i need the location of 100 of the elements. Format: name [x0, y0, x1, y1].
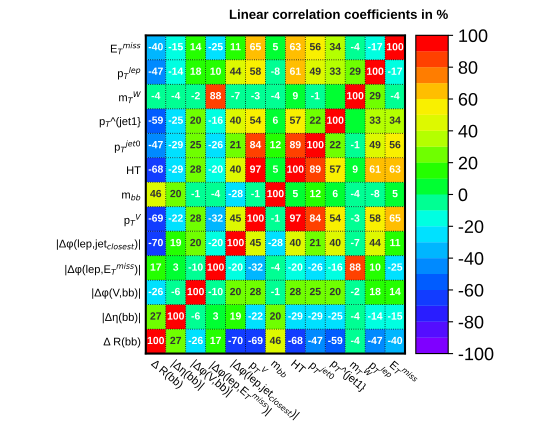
data-label: -4 [350, 336, 360, 344]
data-label: -59 [148, 116, 163, 124]
data-label: -25 [168, 116, 183, 124]
data-label: -22 [168, 214, 183, 222]
data-label: 22 [310, 116, 321, 124]
data-label: 57 [290, 116, 301, 124]
x-tick-label: m$_{bb}$ [270, 360, 289, 378]
data-label: 88 [210, 92, 222, 100]
data-label: 97 [250, 165, 261, 173]
data-label: 61 [290, 68, 301, 75]
data-label: 18 [370, 288, 381, 296]
data-label: 28 [250, 288, 261, 296]
data-label: -4 [211, 190, 220, 198]
data-label: -16 [208, 116, 223, 124]
data-label: -4 [350, 190, 360, 198]
data-label: 28 [190, 214, 202, 222]
color-bar-label: -20 [458, 220, 484, 234]
data-label: 100 [267, 190, 284, 198]
data-label: 9 [352, 165, 358, 173]
data-label: -1 [350, 141, 360, 148]
data-label: 97 [290, 214, 301, 222]
data-label: -1 [251, 190, 260, 198]
data-label: -20 [208, 238, 223, 246]
data-label: 29 [350, 68, 361, 75]
data-label: -69 [148, 214, 163, 222]
data-label: 65 [390, 214, 401, 222]
data-label: 10 [370, 263, 380, 271]
data-label: 21 [310, 238, 321, 246]
data-label: -25 [208, 43, 223, 50]
data-label: -26 [208, 140, 223, 148]
data-label: 100 [367, 68, 384, 75]
data-label: 33 [330, 68, 341, 75]
data-label: 100 [307, 140, 324, 148]
data-label: -26 [188, 336, 203, 344]
data-label: 45 [230, 214, 242, 222]
data-label: 20 [230, 288, 241, 296]
data-label: -28 [268, 238, 283, 246]
data-label: 10 [210, 68, 221, 75]
data-label: 18 [190, 68, 202, 75]
data-label: 11 [390, 238, 400, 246]
data-label: -68 [148, 165, 163, 173]
data-label: -32 [248, 263, 263, 271]
data-label: 58 [250, 68, 261, 75]
data-label: 6 [332, 190, 338, 198]
data-label: -4 [271, 92, 280, 100]
data-label: -17 [368, 43, 382, 50]
data-label: -40 [388, 336, 402, 344]
data-label: 20 [330, 288, 341, 296]
data-label: 3 [212, 312, 218, 320]
data-label: 20 [190, 238, 202, 246]
data-label: -59 [328, 336, 342, 344]
data-label: 27 [150, 312, 162, 320]
data-label: 19 [170, 238, 182, 246]
data-label: 40 [330, 238, 341, 246]
data-label: -2 [350, 288, 360, 296]
data-label: 56 [390, 140, 400, 148]
data-label: 20 [190, 116, 202, 124]
data-label: 65 [250, 43, 261, 50]
data-label: 89 [290, 140, 301, 148]
data-label: -7 [350, 238, 360, 246]
data-label: 100 [208, 263, 224, 271]
data-label: 28 [290, 288, 301, 296]
data-label: -7 [231, 92, 240, 100]
data-label: -16 [328, 263, 342, 271]
data-label: -8 [370, 190, 380, 198]
color-bar-label: -80 [458, 316, 484, 328]
data-label: -15 [168, 43, 183, 50]
data-label: 100 [247, 214, 264, 222]
y-tick-label: E$_{T}$$^{miss}$ [110, 42, 140, 54]
color-bar-label: 60 [458, 92, 478, 106]
data-label: -20 [228, 263, 243, 271]
data-label: 20 [270, 312, 281, 320]
data-label: -4 [152, 92, 160, 100]
data-label: 28 [190, 165, 202, 173]
data-label: -1 [191, 190, 200, 198]
data-label: -10 [208, 288, 223, 296]
data-label: -70 [228, 336, 243, 344]
data-label: 63 [290, 43, 301, 50]
y-tick-label: p$_{T}$$^{lep}$ [118, 66, 140, 80]
data-label: -2 [191, 92, 200, 100]
data-label: -20 [208, 165, 223, 173]
data-label: 100 [347, 92, 364, 100]
data-label: 14 [190, 43, 202, 50]
data-label: 100 [287, 165, 304, 173]
y-tick-label: |Δη(bb)| [102, 312, 140, 324]
data-label: 17 [210, 336, 221, 344]
data-label: 19 [230, 312, 241, 320]
data-label: 84 [310, 214, 322, 222]
y-tick-label: Δ R(bb) [104, 337, 140, 348]
y-tick-label: m$_{bb}$ [122, 192, 140, 200]
data-label: -8 [271, 68, 280, 75]
data-label: -40 [148, 43, 163, 50]
data-label: -4 [171, 92, 180, 100]
data-label: -14 [168, 68, 184, 75]
data-label: 44 [230, 68, 242, 75]
data-label: -3 [251, 92, 260, 100]
data-label: 57 [330, 166, 341, 173]
data-label: -6 [191, 312, 200, 320]
data-label: 56 [310, 43, 321, 50]
data-label: 6 [272, 116, 278, 124]
